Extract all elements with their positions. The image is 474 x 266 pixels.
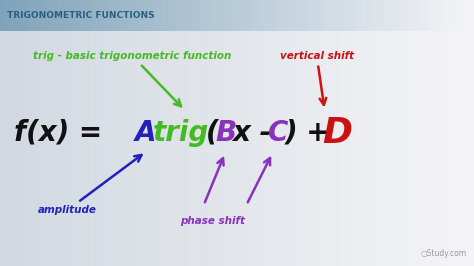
Text: phase shift: phase shift (180, 216, 245, 226)
Text: f(x) =: f(x) = (14, 119, 112, 147)
Text: A: A (135, 119, 156, 147)
Text: B: B (216, 119, 237, 147)
Text: trig - basic trigonometric function: trig - basic trigonometric function (33, 51, 232, 106)
Text: D: D (322, 116, 352, 150)
Text: amplitude: amplitude (38, 155, 142, 215)
Text: TRIGONOMETRIC FUNCTIONS: TRIGONOMETRIC FUNCTIONS (7, 11, 155, 20)
Text: vertical shift: vertical shift (280, 51, 354, 105)
Text: ○Study.com: ○Study.com (421, 249, 467, 258)
Text: x -: x - (232, 119, 281, 147)
Text: C: C (268, 119, 289, 147)
Text: ) +: ) + (284, 119, 330, 147)
Text: (: ( (206, 119, 219, 147)
Text: trig: trig (153, 119, 209, 147)
